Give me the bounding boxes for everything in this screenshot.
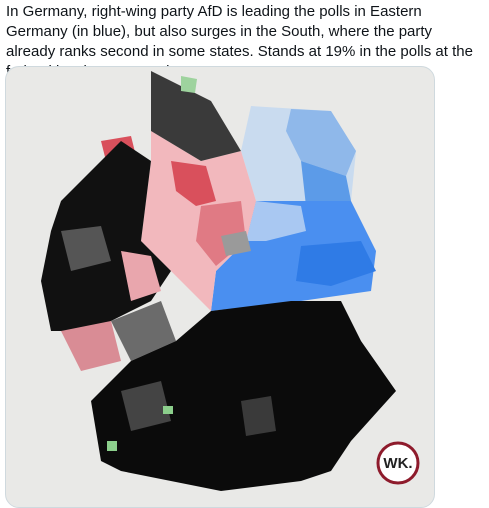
- region-middle-gray: [221, 231, 251, 256]
- region-north: [151, 71, 241, 161]
- region-east-dark: [296, 241, 376, 286]
- region-south: [91, 301, 396, 491]
- region-west-gray: [61, 226, 111, 271]
- germany-map: WK.: [41, 71, 420, 491]
- region-south-green: [163, 406, 173, 414]
- region-southwest-gray: [111, 301, 176, 361]
- region-south-green2: [107, 441, 117, 451]
- region-north-green: [181, 76, 197, 93]
- region-middle-red: [171, 161, 216, 206]
- region-east-light: [246, 201, 306, 241]
- region-northeast-dark: [301, 161, 351, 206]
- logo-text: WK.: [383, 455, 412, 472]
- logo-badge: [376, 441, 420, 485]
- map-image[interactable]: WK.: [5, 66, 435, 508]
- region-middle: [141, 131, 256, 311]
- region-southwest-pink: [61, 321, 121, 371]
- region-south-gray: [121, 381, 171, 431]
- region-northeast-shade: [286, 109, 356, 176]
- region-south-gray2: [241, 396, 276, 436]
- region-west-pink: [121, 251, 161, 301]
